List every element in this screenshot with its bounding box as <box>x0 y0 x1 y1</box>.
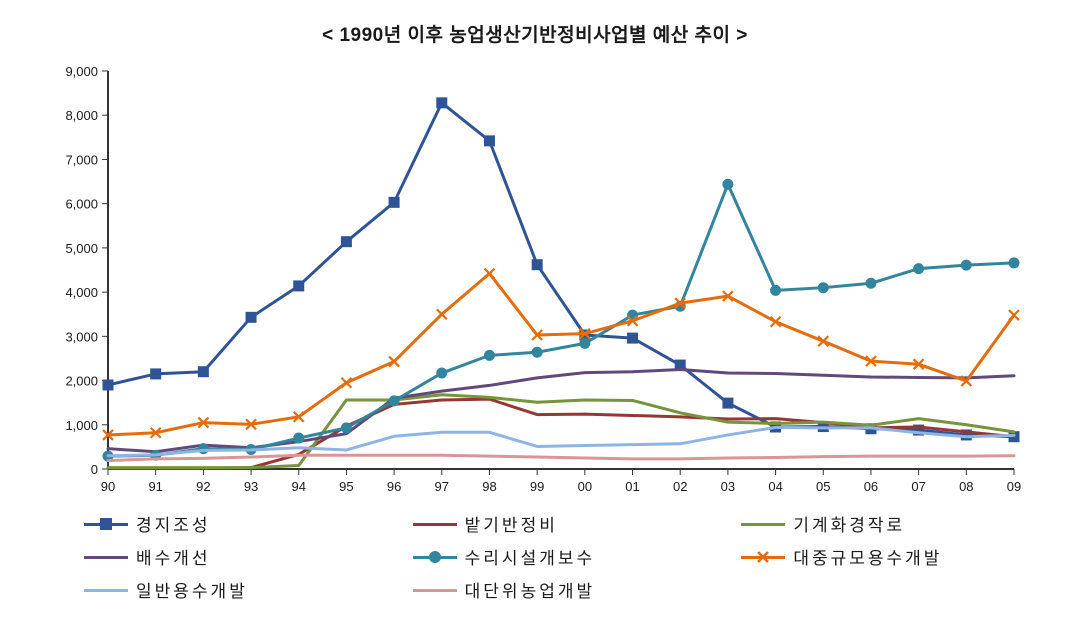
x-tick-label: 91 <box>148 479 162 494</box>
y-tick-label: 7,000 <box>65 152 98 167</box>
legend-label: 대중규모용수개발 <box>793 544 942 569</box>
x-tick-label: 00 <box>578 479 592 494</box>
y-tick-label: 1,000 <box>65 418 98 433</box>
legend-marker-icon <box>429 551 441 563</box>
x-tick-label: 02 <box>673 479 687 494</box>
marker-circle <box>341 423 351 433</box>
chart-title: < 1990년 이후 농업생산기반정비사업별 예산 추이 > <box>36 20 1034 47</box>
marker-square <box>723 398 733 408</box>
x-tick-label: 04 <box>768 479 782 494</box>
legend-marker-icon <box>100 518 112 530</box>
x-tick-label: 06 <box>864 479 878 494</box>
marker-circle <box>771 285 781 295</box>
legend-item-ilban: 일반용수개발 <box>84 577 377 602</box>
marker-circle <box>961 260 971 270</box>
marker-square <box>437 98 447 108</box>
legend-swatch <box>413 548 457 566</box>
line-chart: 0 1,000 2,000 3,000 4,000 5,000 6,000 7,000 8,00… <box>36 61 1034 501</box>
series-surisiseol <box>103 179 1019 461</box>
legend-label: 일반용수개발 <box>136 577 248 602</box>
legend-label: 배수개선 <box>136 544 211 569</box>
x-tick-label: 95 <box>339 479 353 494</box>
legend-label: 대단위농업개발 <box>465 577 595 602</box>
marker-circle <box>294 433 304 443</box>
marker-circle <box>532 347 542 357</box>
marker-circle <box>580 338 590 348</box>
x-tick-label: 98 <box>482 479 496 494</box>
marker-circle <box>437 368 447 378</box>
x-tick-label: 05 <box>816 479 830 494</box>
x-tick-label: 09 <box>1007 479 1021 494</box>
marker-square <box>103 380 113 390</box>
x-tick-label: 99 <box>530 479 544 494</box>
x-tick-label: 94 <box>292 479 306 494</box>
legend-swatch <box>413 515 457 533</box>
legend-item-gigyehwa: 기계화경작로 <box>741 511 1034 536</box>
legend-marker-icon <box>757 551 769 563</box>
legend-swatch <box>741 515 785 533</box>
legend-item-daejung: 대중규모용수개발 <box>741 544 1034 569</box>
legend-item-baesu: 배수개선 <box>84 544 377 569</box>
x-tick-label: 07 <box>911 479 925 494</box>
y-tick-label: 6,000 <box>65 197 98 212</box>
legend-swatch <box>84 515 128 533</box>
x-tick-label: 93 <box>244 479 258 494</box>
marker-square <box>294 281 304 291</box>
y-tick-label: 2,000 <box>65 374 98 389</box>
marker-square <box>484 136 494 146</box>
legend-swatch <box>84 548 128 566</box>
marker-square <box>389 197 399 207</box>
legend: 경지조성 밭기반정비 기계화경작로배수개선 수리시설개보수 대중규모용수개발일반용수개발… <box>36 511 1034 602</box>
marker-square <box>628 333 638 343</box>
series-line <box>108 103 1014 437</box>
marker-circle <box>484 350 494 360</box>
marker-square <box>341 237 351 247</box>
legend-label: 기계화경작로 <box>793 511 905 536</box>
x-tick-label: 97 <box>435 479 449 494</box>
y-tick-label: 0 <box>91 462 98 477</box>
marker-circle <box>818 283 828 293</box>
x-tick-label: 01 <box>625 479 639 494</box>
y-tick-label: 5,000 <box>65 241 98 256</box>
legend-swatch <box>741 548 785 566</box>
marker-circle <box>866 278 876 288</box>
legend-item-gyeongji: 경지조성 <box>84 511 377 536</box>
legend-label: 수리시설개보수 <box>465 544 595 569</box>
series-line <box>108 455 1014 460</box>
legend-swatch <box>413 581 457 599</box>
legend-item-batgiban: 밭기반정비 <box>413 511 706 536</box>
legend-label: 밭기반정비 <box>465 511 558 536</box>
series-baesu <box>108 370 1014 452</box>
y-tick-label: 8,000 <box>65 108 98 123</box>
series-daedanwi <box>108 455 1014 460</box>
y-tick-label: 4,000 <box>65 285 98 300</box>
marker-square <box>151 369 161 379</box>
legend-item-daedanwi: 대단위농업개발 <box>413 577 706 602</box>
marker-circle <box>914 264 924 274</box>
series-ilban <box>108 427 1014 455</box>
series-gyeongji <box>103 98 1019 442</box>
marker-circle <box>389 396 399 406</box>
marker-square <box>532 260 542 270</box>
marker-circle <box>1009 258 1019 268</box>
marker-square <box>246 312 256 322</box>
x-tick-label: 90 <box>101 479 115 494</box>
series-line <box>108 427 1014 455</box>
series-line <box>108 370 1014 452</box>
x-tick-label: 08 <box>959 479 973 494</box>
marker-square <box>198 367 208 377</box>
legend-swatch <box>84 581 128 599</box>
y-tick-label: 9,000 <box>65 64 98 79</box>
marker-circle <box>723 179 733 189</box>
chart-container: < 1990년 이후 농업생산기반정비사업별 예산 추이 > 0 1,000 2,0… <box>0 0 1070 627</box>
legend-label: 경지조성 <box>136 511 211 536</box>
y-tick-label: 3,000 <box>65 329 98 344</box>
legend-item-surisiseol: 수리시설개보수 <box>413 544 706 569</box>
x-tick-label: 92 <box>196 479 210 494</box>
x-tick-label: 03 <box>721 479 735 494</box>
x-tick-label: 96 <box>387 479 401 494</box>
